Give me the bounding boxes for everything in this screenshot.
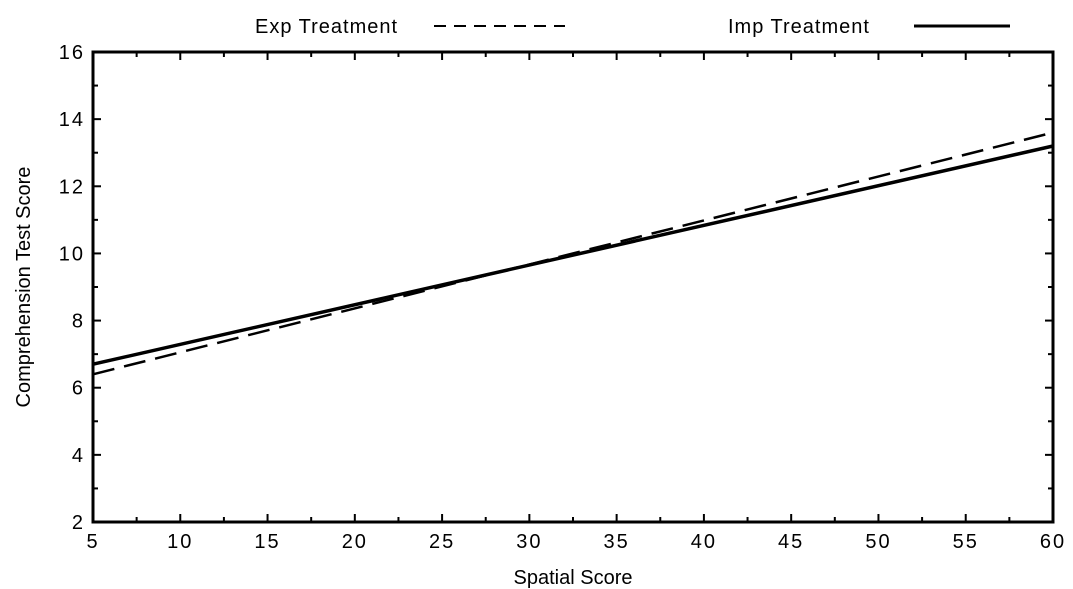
- y-tick-label: 10: [59, 243, 85, 265]
- y-tick-label: 8: [72, 311, 85, 333]
- series-lines: [92, 131, 1054, 376]
- x-tick-label: 50: [865, 531, 891, 553]
- x-tick-label: 40: [691, 531, 717, 553]
- x-axis-title: Spatial Score: [514, 567, 633, 589]
- x-tick-label: 25: [429, 531, 455, 553]
- y-tick-label: 16: [59, 42, 85, 64]
- x-tick-label: 35: [604, 531, 630, 553]
- y-tick-label: 14: [59, 109, 85, 131]
- y-tick-label: 12: [59, 176, 85, 198]
- legend: Exp Treatment Imp Treatment: [255, 16, 1010, 38]
- axis-ticks: 5 10 15 20 25 30 35 40 45 50 55 60 2 4 6 8 10 12 14 16: [59, 42, 1066, 553]
- y-tick-label: 6: [72, 378, 85, 400]
- y-axis-title: Comprehension Test Score: [13, 167, 35, 408]
- x-tick-label: 60: [1040, 531, 1066, 553]
- series-line-imp-treatment: [92, 144, 1054, 366]
- x-tick-label: 30: [516, 531, 542, 553]
- x-tick-label: 55: [953, 531, 979, 553]
- x-tick-label: 5: [86, 531, 99, 553]
- y-tick-label: 4: [72, 445, 85, 467]
- legend-label: Exp Treatment: [255, 16, 398, 38]
- x-tick-label: 10: [167, 531, 193, 553]
- x-tick-label: 15: [254, 531, 280, 553]
- legend-label: Imp Treatment: [728, 16, 870, 38]
- plot-frame: [91, 50, 1055, 524]
- y-tick-label: 2: [72, 512, 85, 534]
- x-tick-label: 20: [342, 531, 368, 553]
- x-tick-label: 45: [778, 531, 804, 553]
